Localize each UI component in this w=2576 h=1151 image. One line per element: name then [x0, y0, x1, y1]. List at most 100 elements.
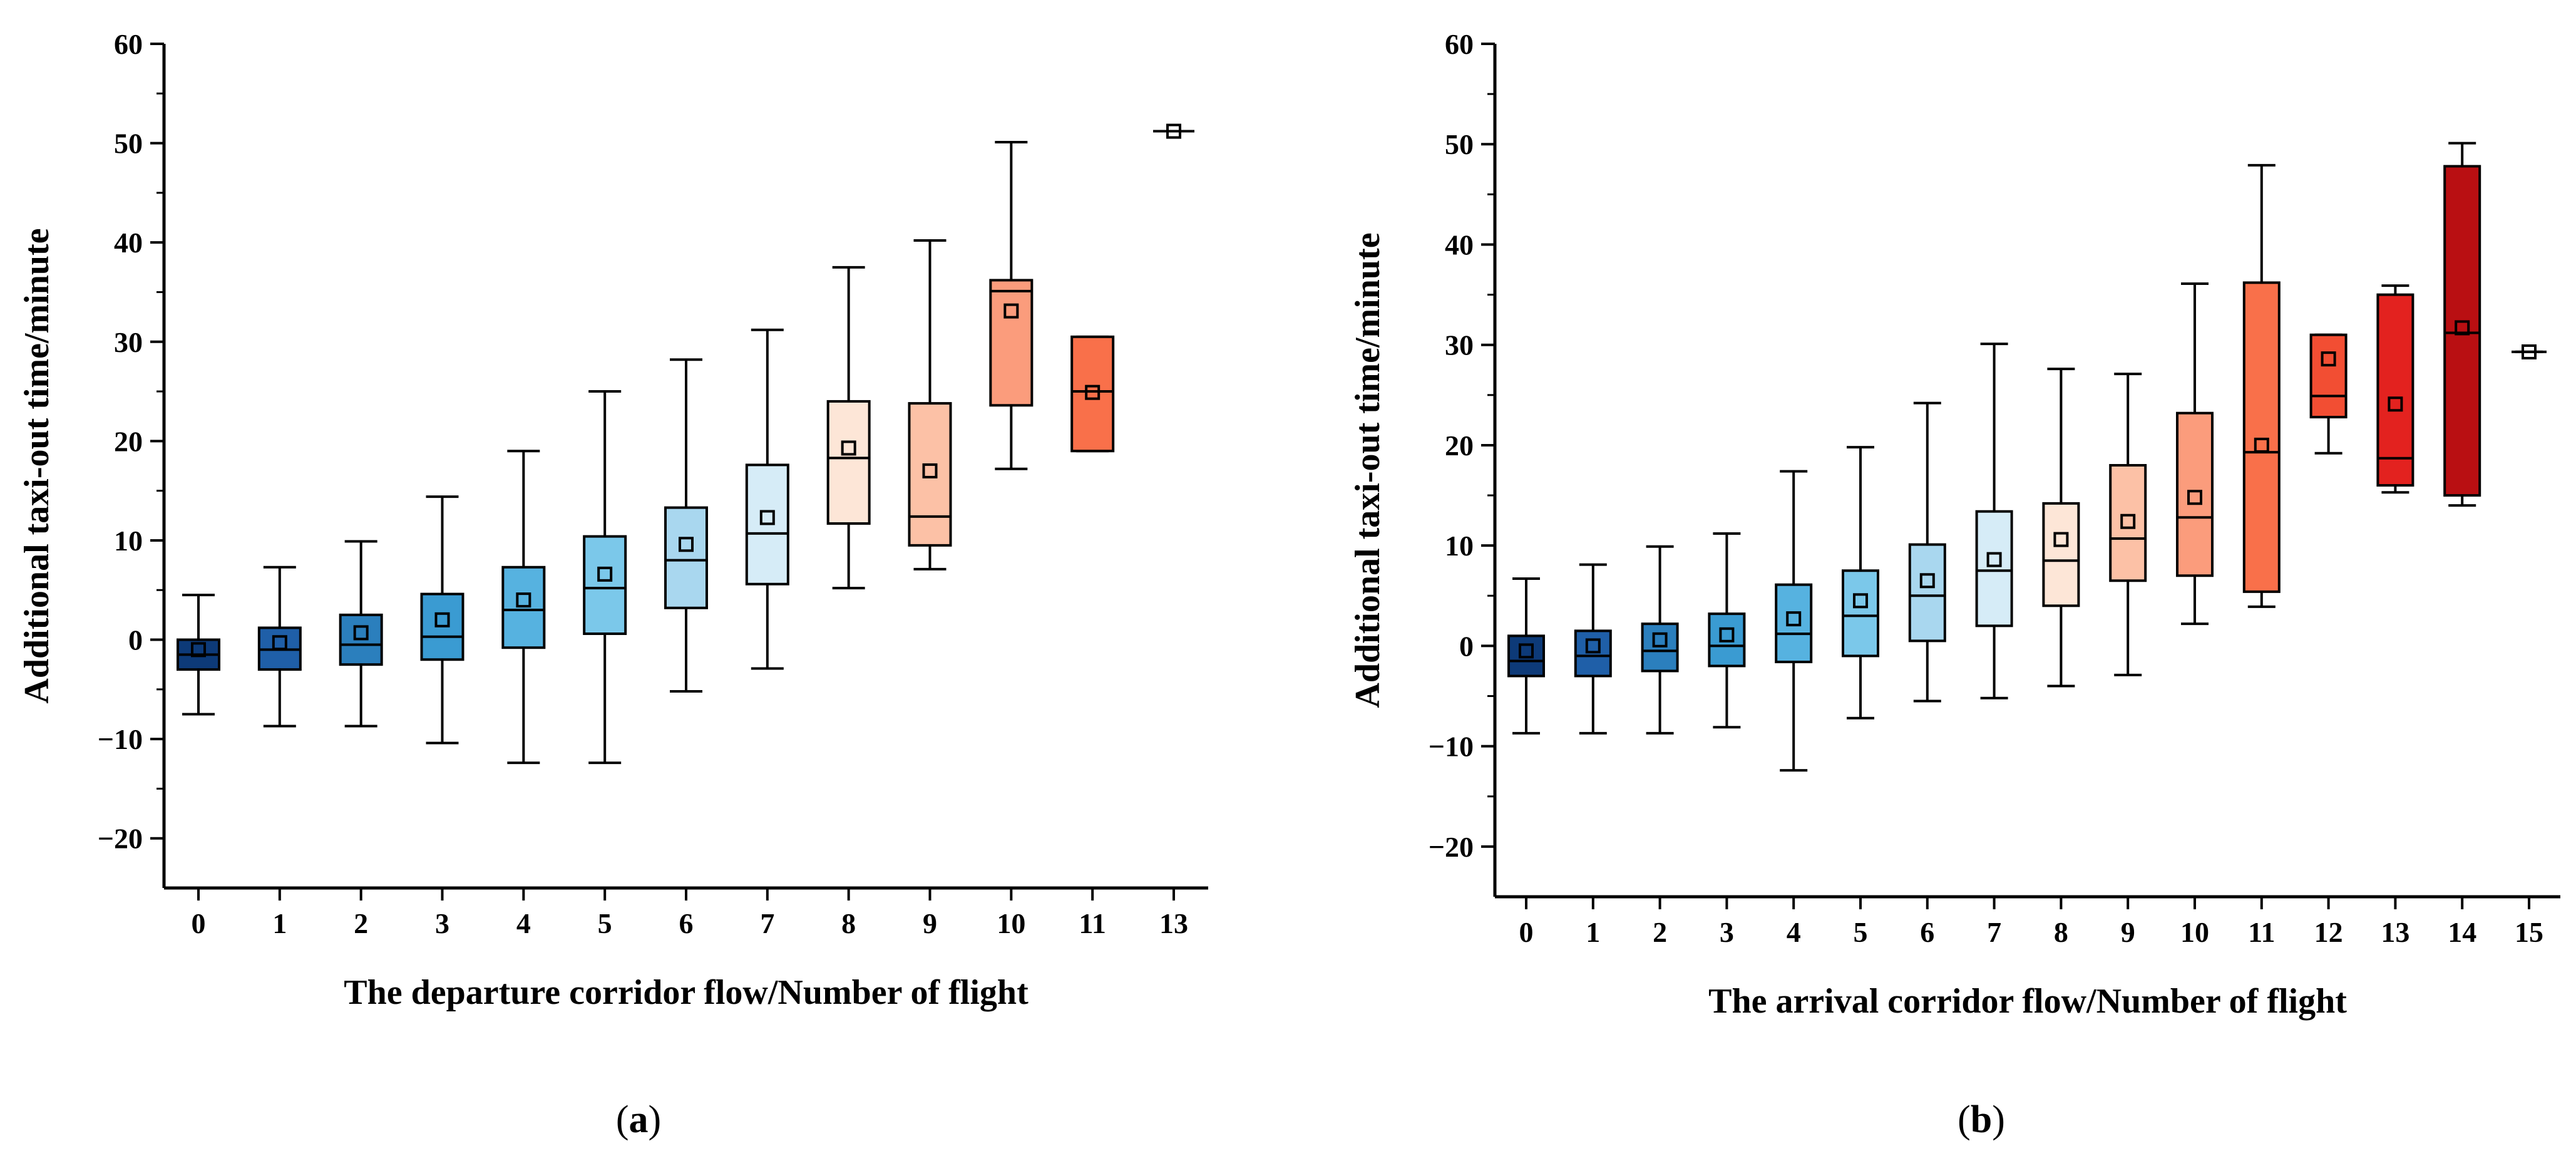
box-7: [745, 328, 789, 670]
panel-label: a: [629, 1098, 649, 1141]
iqr-box: [2309, 333, 2348, 419]
mean-marker: [1786, 611, 1802, 627]
x-tick-label: 1: [1586, 916, 1600, 948]
iqr-box: [2242, 281, 2281, 593]
mean-marker: [2120, 514, 2136, 529]
box-7: [1975, 343, 2013, 699]
y-tick-label: 60: [114, 28, 143, 60]
x-tick-label: 3: [1720, 916, 1734, 948]
iqr-box: [1775, 583, 1813, 664]
y-tick-label: 30: [114, 326, 143, 358]
mean-marker: [272, 635, 287, 651]
mean-marker: [922, 463, 938, 478]
x-tick-label: 8: [2054, 916, 2068, 948]
box-13: [1153, 123, 1194, 139]
box-0: [177, 594, 220, 716]
box-10: [989, 141, 1034, 470]
box-15: [2512, 344, 2547, 359]
mean-marker: [1919, 573, 1935, 589]
mean-marker: [2321, 351, 2336, 367]
x-tick-label: 4: [1787, 916, 1801, 948]
box-3: [1708, 532, 1746, 729]
y-tick-label: −20: [1429, 831, 1474, 863]
x-tick-label: 1: [272, 907, 287, 939]
x-tick-label: 5: [1854, 916, 1868, 948]
iqr-box: [1975, 510, 2013, 627]
x-tick-label: 15: [2515, 916, 2543, 948]
iqr-box: [826, 400, 871, 525]
x-tick-label: 0: [192, 907, 206, 939]
panel-caption: (a): [616, 1098, 661, 1141]
y-axis-title: Additional taxi-out time/minute: [1348, 232, 1387, 708]
iqr-box: [1908, 543, 1946, 643]
x-tick-label: 5: [598, 907, 612, 939]
box-4: [501, 450, 546, 765]
iqr-box: [2042, 502, 2080, 607]
iqr-box: [1842, 569, 1879, 658]
iqr-box: [2109, 463, 2147, 582]
x-tick-label: 9: [2121, 916, 2135, 948]
mean-marker: [1986, 552, 2002, 567]
box-13: [2376, 284, 2414, 494]
box-9: [2109, 373, 2147, 676]
x-tick-label: 12: [2314, 916, 2343, 948]
mean-marker: [353, 625, 369, 641]
mean-marker: [1003, 303, 1019, 319]
mean-marker: [2388, 396, 2403, 412]
x-axis-title: The arrival corridor flow/Number of flig…: [1708, 982, 2347, 1021]
y-tick-label: −20: [98, 823, 143, 855]
box-2: [339, 540, 383, 728]
iqr-box: [2443, 165, 2481, 497]
box-2: [1641, 545, 1679, 735]
box-11: [1070, 335, 1115, 453]
mean-marker: [434, 612, 450, 627]
x-tick-label: 7: [1987, 916, 2001, 948]
y-tick-label: −10: [98, 723, 143, 755]
y-tick-label: 0: [128, 624, 143, 656]
y-tick-label: 20: [114, 425, 143, 457]
mean-marker: [1719, 627, 1735, 643]
mean-marker: [2455, 320, 2470, 336]
x-tick-label: 10: [2180, 916, 2209, 948]
x-tick-label: 10: [997, 907, 1025, 939]
mean-marker: [2522, 344, 2537, 359]
x-tick-label: 2: [1653, 916, 1667, 948]
iqr-box: [1574, 629, 1612, 678]
mean-marker: [679, 537, 694, 552]
box-5: [583, 390, 627, 765]
x-tick-label: 4: [516, 907, 531, 939]
box-3: [420, 495, 464, 745]
mean-marker: [1085, 385, 1101, 400]
mean-marker: [2254, 437, 2269, 453]
x-tick-label: 9: [923, 907, 937, 939]
box-0: [1507, 577, 1545, 735]
x-tick-label: 2: [354, 907, 368, 939]
y-tick-label: 40: [114, 227, 143, 259]
y-tick-label: 50: [1445, 128, 1474, 160]
box-8: [826, 266, 871, 590]
y-tick-label: 60: [1445, 28, 1474, 60]
box-14: [2443, 142, 2481, 507]
iqr-box: [501, 565, 546, 649]
mean-marker: [516, 592, 531, 608]
iqr-box: [664, 506, 708, 609]
mean-marker: [191, 642, 206, 658]
mean-marker: [1519, 643, 1534, 659]
y-axis-title: Additional taxi-out time/minute: [18, 228, 56, 703]
box-6: [664, 358, 708, 693]
mean-marker: [1853, 593, 1868, 609]
box-6: [1908, 401, 1946, 703]
mean-marker: [1652, 632, 1668, 648]
y-tick-label: 0: [1459, 630, 1474, 662]
iqr-box: [908, 402, 952, 547]
box-4: [1775, 470, 1813, 772]
iqr-box: [583, 535, 627, 636]
x-tick-label: 0: [1519, 916, 1534, 948]
box-9: [908, 239, 952, 570]
mean-marker: [759, 510, 775, 525]
mean-marker: [2053, 532, 2069, 547]
x-tick-label: 11: [1079, 907, 1106, 939]
x-tick-label: 6: [679, 907, 694, 939]
